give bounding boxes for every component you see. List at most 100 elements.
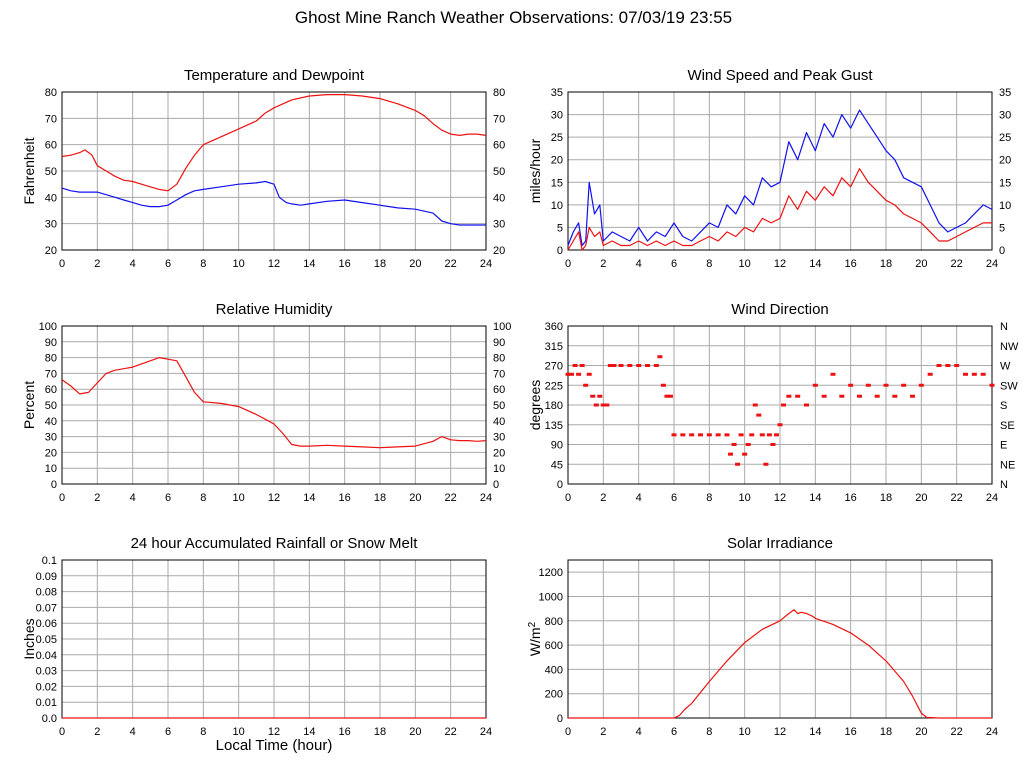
x-tick-label: 0 xyxy=(565,492,571,504)
data-point xyxy=(963,372,968,376)
y-tick-label: 0.1 xyxy=(42,555,57,567)
x-tick-label: 2 xyxy=(94,726,100,738)
data-point xyxy=(728,452,734,456)
x-axis-label: Local Time (hour) xyxy=(215,737,333,754)
x-tick-label: 12 xyxy=(268,726,280,738)
series-line-0 xyxy=(567,109,993,247)
y-tick-label: 80 xyxy=(45,87,57,99)
x-tick-label: 12 xyxy=(268,258,280,270)
x-tick-label: 6 xyxy=(165,258,171,270)
x-tick-label: 8 xyxy=(706,726,712,738)
data-point xyxy=(600,403,606,407)
data-point xyxy=(636,364,642,367)
y-tick-label-right: 50 xyxy=(493,166,505,178)
y-tick-label: 30 xyxy=(45,219,57,231)
y-tick-label-right: 20 xyxy=(493,447,505,459)
x-tick-label: 10 xyxy=(233,258,245,270)
x-tick-label: 12 xyxy=(774,258,786,270)
y-tick-label: 10 xyxy=(45,463,57,475)
data-point xyxy=(583,383,589,387)
y-tick-label: 0.06 xyxy=(36,618,57,630)
y-tick-label-right: 10 xyxy=(999,200,1011,212)
y-tick-label: 90 xyxy=(551,440,563,452)
y-tick-label: 0.05 xyxy=(36,634,57,646)
chart-rain: 24 hour Accumulated Rainfall or Snow Mel… xyxy=(21,535,492,738)
data-point xyxy=(657,355,663,359)
compass-label: W xyxy=(1000,361,1011,373)
y-tick-label: 360 xyxy=(545,321,563,333)
x-tick-label: 6 xyxy=(671,726,677,738)
x-tick-label: 4 xyxy=(130,726,136,738)
y-tick-label: 0.09 xyxy=(36,571,57,583)
x-tick-label: 0 xyxy=(59,492,65,504)
data-point xyxy=(752,403,758,407)
x-tick-label: 16 xyxy=(845,258,857,270)
y-tick-label-right: 20 xyxy=(493,245,505,257)
data-point xyxy=(749,433,755,437)
y-axis-label: W/m2 xyxy=(527,621,544,656)
data-point xyxy=(618,364,624,367)
data-point xyxy=(874,394,880,398)
data-point xyxy=(660,383,666,387)
data-point xyxy=(627,364,633,367)
y-tick-label-right: 70 xyxy=(493,368,505,380)
compass-label: N xyxy=(1000,321,1008,333)
data-point xyxy=(812,383,818,387)
plot-frame xyxy=(61,325,487,485)
y-tick-label: 1200 xyxy=(539,567,563,579)
data-point xyxy=(742,452,748,456)
x-tick-label: 18 xyxy=(880,492,892,504)
compass-label: NW xyxy=(1000,341,1019,353)
y-tick-label-right: 60 xyxy=(493,140,505,152)
y-tick-label-right: 25 xyxy=(999,132,1011,144)
data-point xyxy=(786,394,792,398)
x-tick-label: 0 xyxy=(565,726,571,738)
y-tick-label: 20 xyxy=(45,447,57,459)
data-point xyxy=(611,364,617,367)
x-tick-label: 20 xyxy=(915,258,927,270)
x-tick-label: 4 xyxy=(130,258,136,270)
y-tick-label: 0.04 xyxy=(36,650,57,662)
y-tick-label: 50 xyxy=(45,166,57,178)
x-tick-label: 2 xyxy=(600,258,606,270)
y-tick-label: 10 xyxy=(551,200,563,212)
y-tick-label-right: 5 xyxy=(999,222,1005,234)
series-line-0 xyxy=(61,93,487,192)
y-axis-label: Inches xyxy=(21,618,37,659)
y-tick-label: 40 xyxy=(45,192,57,204)
x-tick-label: 4 xyxy=(636,492,642,504)
chart-title: Temperature and Dewpoint xyxy=(184,67,365,84)
y-tick-label-right: 40 xyxy=(493,416,505,428)
x-tick-label: 12 xyxy=(774,726,786,738)
x-tick-label: 2 xyxy=(94,258,100,270)
data-point xyxy=(795,394,801,398)
x-tick-label: 16 xyxy=(339,258,351,270)
y-tick-label: 0.08 xyxy=(36,587,57,599)
data-point xyxy=(664,394,670,398)
data-point xyxy=(901,383,907,387)
y-axis-label: Fahrenheit xyxy=(21,137,37,204)
y-tick-label-right: 0 xyxy=(999,245,1005,257)
y-tick-label-right: 70 xyxy=(493,113,505,125)
data-point xyxy=(738,433,744,437)
x-tick-label: 6 xyxy=(671,258,677,270)
y-tick-label: 0.0 xyxy=(42,713,57,725)
y-tick-label: 60 xyxy=(45,140,57,152)
x-tick-label: 22 xyxy=(445,492,457,504)
x-tick-label: 0 xyxy=(59,726,65,738)
x-tick-label: 18 xyxy=(374,726,386,738)
compass-label: E xyxy=(1000,440,1007,452)
y-tick-label: 5 xyxy=(557,222,563,234)
data-point xyxy=(918,383,924,387)
x-tick-label: 14 xyxy=(809,258,821,270)
x-tick-label: 10 xyxy=(233,726,245,738)
x-tick-label: 8 xyxy=(200,492,206,504)
y-tick-label-right: 35 xyxy=(999,87,1011,99)
data-point xyxy=(689,433,695,437)
chart-title: Wind Direction xyxy=(731,301,829,318)
x-tick-label: 18 xyxy=(374,492,386,504)
page-title: Ghost Mine Ranch Weather Observations: 0… xyxy=(294,8,733,27)
y-tick-label: 400 xyxy=(545,664,563,676)
x-tick-label: 2 xyxy=(600,726,606,738)
